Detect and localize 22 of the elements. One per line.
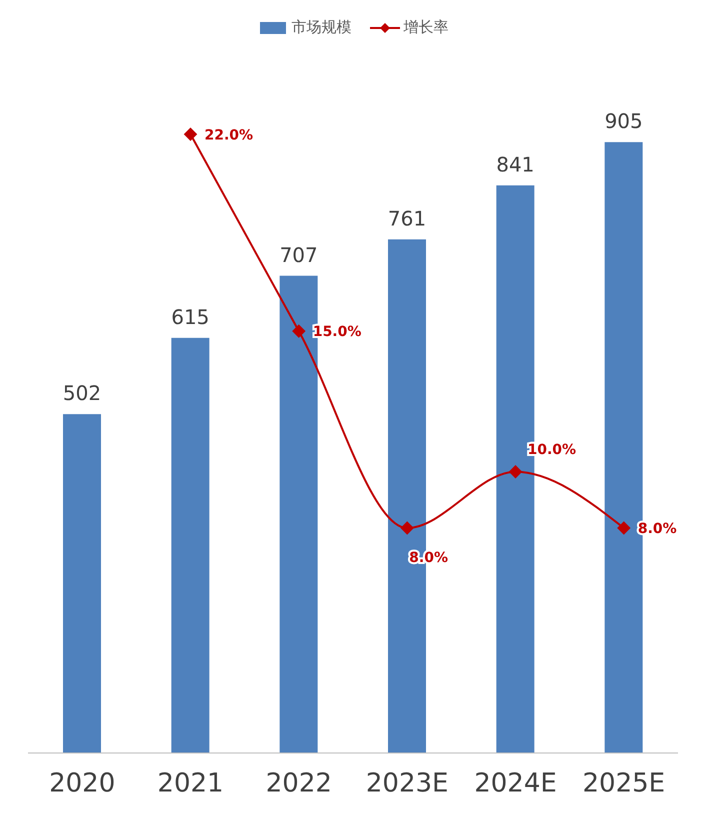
x-tick-label: 2020 (49, 768, 116, 798)
data-label: 707 (280, 242, 318, 267)
legend-label: 增长率 (402, 18, 448, 37)
x-tick-label: 2023E (366, 768, 448, 798)
bar (63, 414, 101, 753)
point (509, 465, 522, 478)
x-tick-label: 2025E (582, 768, 666, 798)
bar (171, 338, 210, 753)
point (292, 324, 306, 338)
data-label: 615 (171, 304, 210, 329)
data-label: 502 (62, 381, 102, 406)
data-label: 905 (604, 109, 643, 134)
legend-label: 市场规模 (290, 18, 352, 37)
point (400, 522, 414, 534)
x-tick-label: 2021 (157, 768, 224, 798)
data-label: 22.0% (204, 127, 254, 144)
x-tick-label: 2022 (266, 768, 332, 798)
data-label: 841 (496, 152, 534, 176)
point (617, 522, 630, 534)
point (184, 128, 197, 141)
data-label: 761 (388, 206, 426, 230)
x-tick-label: 2024E (474, 768, 557, 798)
